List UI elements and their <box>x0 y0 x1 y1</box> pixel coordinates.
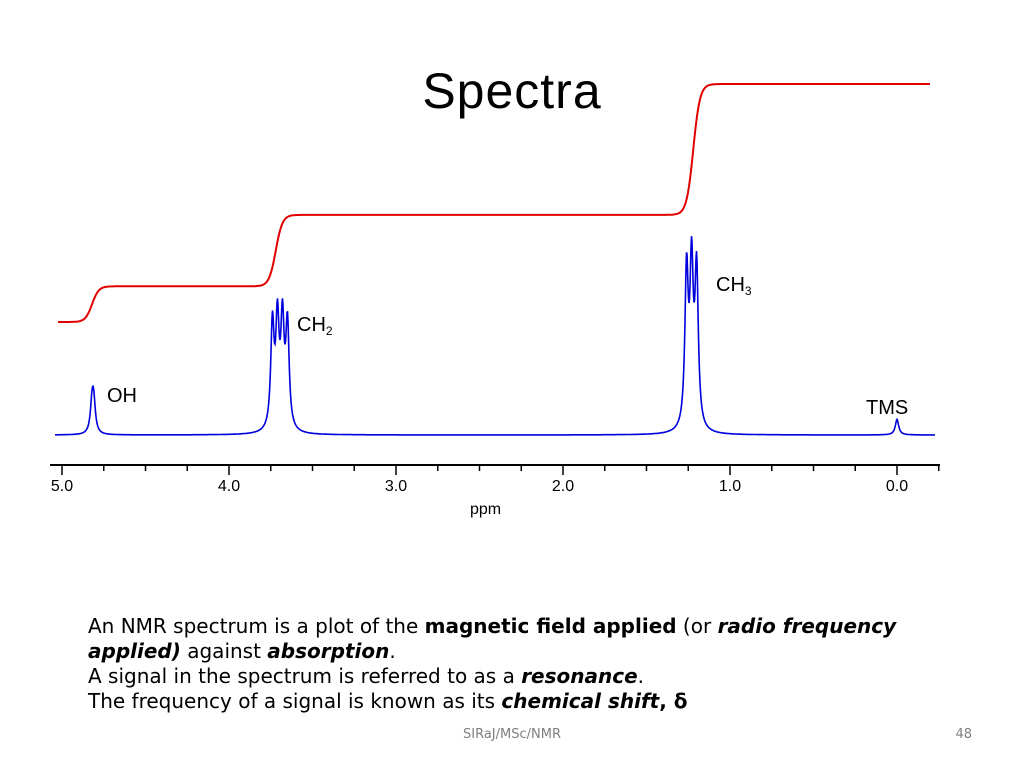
integral-line <box>58 83 930 323</box>
x-axis-label: ppm <box>470 501 501 518</box>
peak-label: CH3 <box>716 274 752 298</box>
body-line-1: An NMR spectrum is a plot of the magneti… <box>88 614 897 638</box>
x-tick-label: 0.0 <box>886 478 908 495</box>
spectrum-line <box>55 236 935 436</box>
slide-title: Spectra <box>422 63 602 119</box>
body-line-2: applied) against absorption. <box>88 639 396 663</box>
footer-course-label: SIRaJ/MSc/NMR <box>463 727 561 742</box>
peak-labels: OH CH2 CH3 TMS <box>107 274 908 419</box>
x-tick-label: 4.0 <box>218 478 240 495</box>
peak-label: CH2 <box>297 314 333 338</box>
x-tick-label: 5.0 <box>51 478 73 495</box>
nmr-spectrum-chart: 5.0 4.0 3.0 2.0 1.0 0.0 OH CH2 CH3 TMS ppm <box>50 83 940 518</box>
body-line-3: A signal in the spectrum is referred to … <box>88 664 645 688</box>
body-line-4: The frequency of a signal is known as it… <box>88 689 688 713</box>
slide-body: An NMR spectrum is a plot of the magneti… <box>88 614 908 714</box>
x-tick-label: 1.0 <box>719 478 741 495</box>
peak-label: OH <box>107 385 137 407</box>
integral-curve <box>58 83 930 323</box>
page-number: 48 <box>955 727 972 742</box>
x-tick-label: 3.0 <box>385 478 407 495</box>
peak-label: TMS <box>866 397 908 419</box>
spectrum-trace <box>55 236 935 436</box>
x-axis: 5.0 4.0 3.0 2.0 1.0 0.0 <box>50 464 940 495</box>
x-tick-label: 2.0 <box>552 478 574 495</box>
